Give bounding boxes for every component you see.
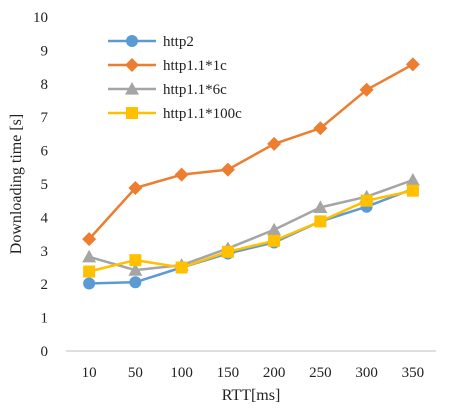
y-tick-label: 9 — [41, 43, 49, 59]
data-point — [221, 245, 234, 258]
legend-label: http1.1*100c — [163, 106, 242, 122]
data-point — [268, 234, 281, 247]
x-tick-label: 50 — [128, 365, 143, 381]
data-point — [267, 222, 282, 236]
data-point — [359, 82, 374, 97]
x-axis: 10 50 100 150 200 250 300 350 — [66, 350, 436, 381]
y-tick-label: 7 — [41, 110, 49, 126]
data-point — [82, 249, 97, 263]
y-tick-label: 6 — [41, 144, 49, 160]
y-tick-label: 5 — [41, 177, 49, 193]
y-tick-label: 2 — [41, 277, 49, 293]
x-tick-label: 200 — [263, 365, 286, 381]
series-http1.1*1c — [82, 57, 420, 247]
x-axis-title: RTT[ms] — [222, 387, 281, 404]
data-point — [360, 194, 373, 207]
data-point — [267, 136, 282, 151]
data-point — [406, 184, 419, 197]
y-tick-label: 1 — [41, 311, 49, 327]
legend-marker — [125, 58, 139, 72]
legend-item: http1.1*6c — [108, 82, 227, 98]
data-point — [129, 254, 142, 267]
data-point — [128, 263, 143, 276]
data-point — [82, 232, 97, 247]
series-line — [88, 189, 414, 273]
legend-label: http1.1*1c — [163, 58, 227, 74]
legend-marker — [126, 107, 138, 119]
y-tick-label: 8 — [41, 77, 49, 93]
y-tick-label: 4 — [41, 210, 49, 226]
legend-marker — [125, 82, 139, 95]
x-tick-label: 100 — [170, 365, 193, 381]
data-point — [174, 167, 189, 182]
data-point — [83, 265, 96, 278]
legend-item: http1.1*100c — [108, 106, 242, 122]
data-point — [314, 215, 327, 228]
series-line — [88, 178, 414, 272]
series-http1.1*100c — [83, 184, 419, 278]
y-axis-title: Downloading time [s] — [8, 114, 25, 254]
legend-item: http1.1*1c — [108, 58, 227, 74]
x-tick-label: 250 — [309, 365, 332, 381]
y-tick-label: 3 — [41, 244, 49, 260]
data-point — [129, 276, 142, 289]
y-tick-label: 0 — [41, 344, 49, 360]
data-point — [405, 57, 420, 72]
data-point — [220, 162, 235, 177]
legend-marker — [126, 35, 138, 47]
data-point — [405, 172, 420, 186]
x-tick-label: 150 — [217, 365, 240, 381]
data-point — [128, 181, 143, 196]
data-point — [313, 200, 328, 213]
series-line — [89, 187, 414, 285]
legend-label: http2 — [163, 34, 194, 50]
legend-item: http2 — [108, 34, 194, 50]
x-tick-label: 10 — [82, 365, 97, 381]
x-tick-label: 350 — [402, 365, 425, 381]
legend-label: http1.1*6c — [163, 82, 227, 98]
series-layer — [82, 57, 420, 290]
x-tick-label: 300 — [355, 365, 378, 381]
data-point — [313, 121, 328, 136]
data-point — [175, 261, 188, 274]
series-line — [88, 63, 414, 240]
y-axis: 0 1 2 3 4 5 6 7 8 9 10 — [33, 10, 49, 360]
data-point — [83, 277, 96, 290]
legend: http2 http1.1*1c http1.1*6c http1.1*100c — [108, 34, 242, 122]
y-tick-label: 10 — [33, 10, 48, 26]
